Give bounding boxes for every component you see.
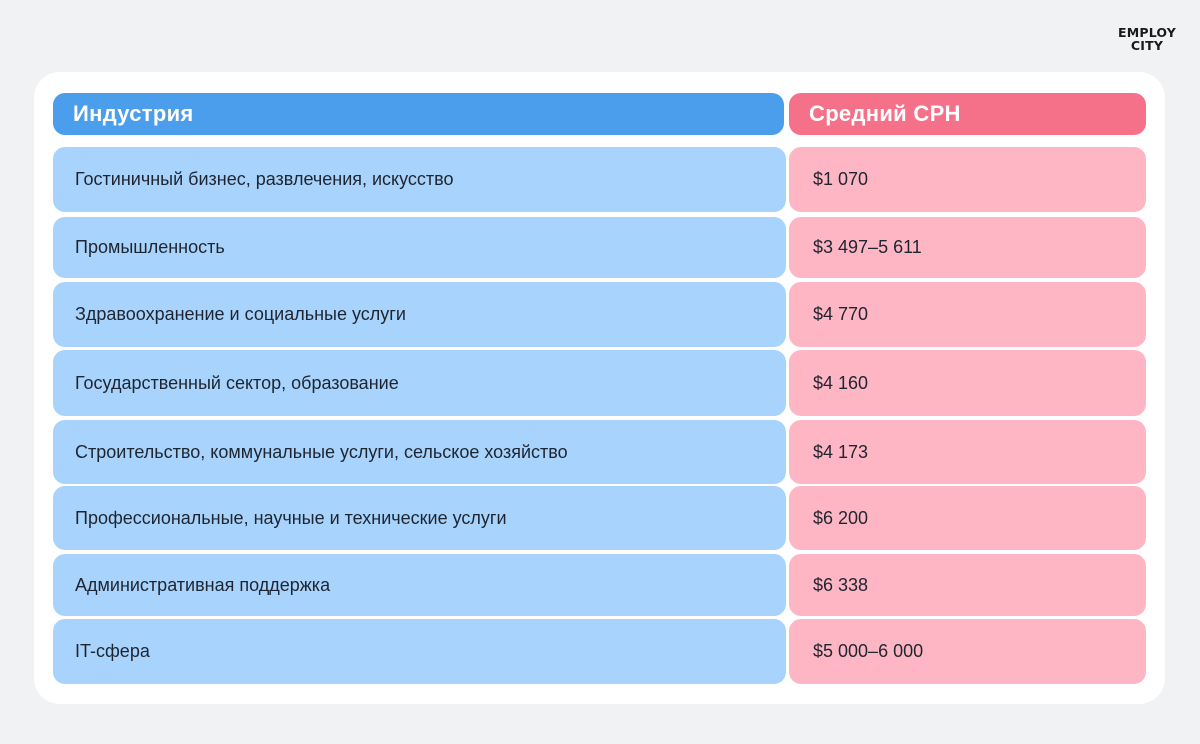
table-row: IT-сфера $5 000–6 000: [53, 619, 1146, 684]
industry-cell: Профессиональные, научные и технические …: [53, 486, 786, 550]
cph-value-cell: $5 000–6 000: [789, 619, 1146, 684]
table-row: Здравоохранение и социальные услуги $4 7…: [53, 282, 1146, 347]
industry-cell: Гостиничный бизнес, развлечения, искусст…: [53, 147, 786, 212]
logo-line-2: CITY: [1130, 37, 1164, 53]
industry-cell: IT-сфера: [53, 619, 786, 684]
cph-value-cell: $6 338: [789, 554, 1146, 616]
cph-value-cell: $3 497–5 611: [789, 217, 1146, 278]
cph-value-cell: $1 070: [789, 147, 1146, 212]
industry-cell: Здравоохранение и социальные услуги: [53, 282, 786, 347]
industry-cell: Государственный сектор, образование: [53, 350, 786, 416]
cph-value-cell: $4 770: [789, 282, 1146, 347]
table-row: Административная поддержка $6 338: [53, 554, 1146, 616]
industry-cell: Промышленность: [53, 217, 786, 278]
table-row: Промышленность $3 497–5 611: [53, 217, 1146, 278]
logo-line-1: EMPLOY: [1117, 25, 1177, 40]
cph-value-cell: $4 160: [789, 350, 1146, 416]
table-card: Индустрия Средний CPH Гостиничный бизнес…: [34, 72, 1165, 704]
cph-value-cell: $4 173: [789, 420, 1146, 484]
cph-value-cell: $6 200: [789, 486, 1146, 550]
table-row: Строительство, коммунальные услуги, сель…: [53, 420, 1146, 484]
table-row: Гостиничный бизнес, развлечения, искусст…: [53, 147, 1146, 212]
industry-cell: Административная поддержка: [53, 554, 786, 616]
employ-city-logo: EMPLOY CITY: [1112, 25, 1182, 53]
industry-cell: Строительство, коммунальные услуги, сель…: [53, 420, 786, 484]
header-industry: Индустрия: [53, 93, 784, 135]
table-row: Государственный сектор, образование $4 1…: [53, 350, 1146, 416]
table-row: Профессиональные, научные и технические …: [53, 486, 1146, 550]
header-avg-cph: Средний CPH: [789, 93, 1146, 135]
